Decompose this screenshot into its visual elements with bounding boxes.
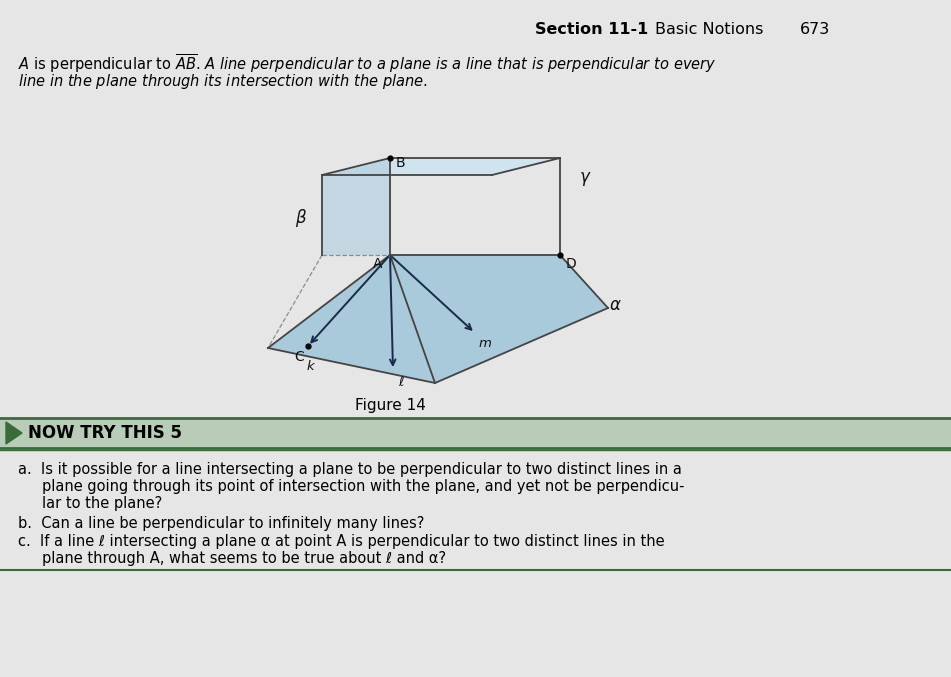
- Text: C: C: [294, 350, 304, 364]
- Text: Section 11-1: Section 11-1: [535, 22, 649, 37]
- Text: m: m: [479, 337, 492, 350]
- Text: 673: 673: [800, 22, 830, 37]
- Text: a.  Is it possible for a line intersecting a plane to be perpendicular to two di: a. Is it possible for a line intersectin…: [18, 462, 682, 477]
- Text: ℓ: ℓ: [398, 376, 403, 389]
- Text: b.  Can a line be perpendicular to infinitely many lines?: b. Can a line be perpendicular to infini…: [18, 516, 424, 531]
- Text: plane going through its point of intersection with the plane, and yet not be per: plane going through its point of interse…: [42, 479, 685, 494]
- Text: D: D: [566, 257, 576, 271]
- Polygon shape: [322, 158, 390, 255]
- Polygon shape: [6, 422, 22, 444]
- Text: γ: γ: [580, 168, 590, 186]
- Text: Figure 14: Figure 14: [355, 398, 425, 413]
- Text: $\it{A}$ is perpendicular to $\overline{\it{AB}}$. $\it{A\ line\ }$$\bf{\it{perp: $\it{A}$ is perpendicular to $\overline{…: [18, 52, 717, 74]
- Text: k: k: [306, 360, 314, 373]
- Text: plane through A, what seems to be true about ℓ and α?: plane through A, what seems to be true a…: [42, 551, 446, 566]
- Text: lar to the plane?: lar to the plane?: [42, 496, 163, 511]
- Text: NOW TRY THIS 5: NOW TRY THIS 5: [28, 424, 182, 442]
- Text: Basic Notions: Basic Notions: [655, 22, 764, 37]
- Text: α: α: [610, 296, 621, 314]
- Text: B: B: [396, 156, 406, 170]
- Text: $\it{line\ in\ the\ plane\ through\ its\ intersection\ with\ the\ plane.}$: $\it{line\ in\ the\ plane\ through\ its\…: [18, 72, 428, 91]
- Text: c.  If a line ℓ intersecting a plane α at point A is perpendicular to two distin: c. If a line ℓ intersecting a plane α at…: [18, 534, 665, 549]
- Text: A: A: [373, 257, 382, 271]
- Polygon shape: [322, 158, 560, 175]
- Text: β: β: [295, 209, 305, 227]
- Polygon shape: [268, 255, 608, 383]
- Bar: [0, 418, 951, 448]
